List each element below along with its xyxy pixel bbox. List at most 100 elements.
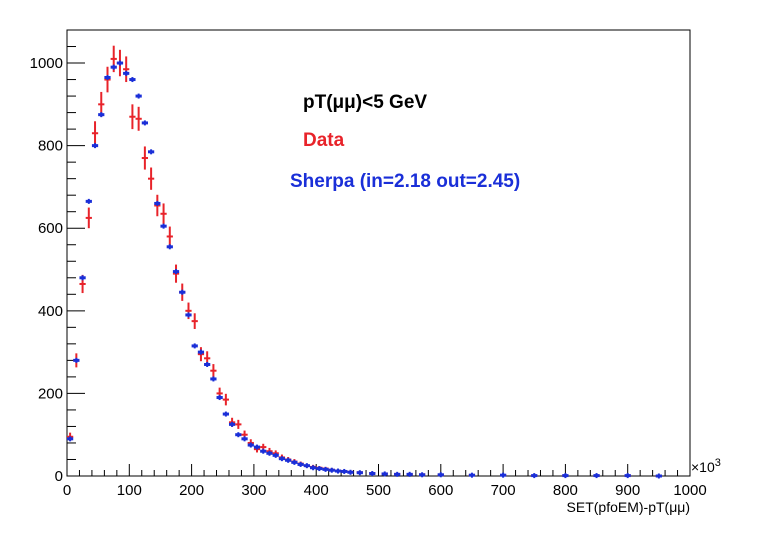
- data-point: [73, 357, 80, 363]
- y-tick-label: 600: [38, 220, 63, 237]
- x-tick-label: 100: [117, 482, 142, 499]
- data-point: [328, 467, 335, 473]
- data-point: [468, 472, 476, 478]
- data-point: [172, 269, 180, 275]
- data-point: [129, 77, 136, 83]
- data-point: [222, 411, 229, 417]
- data-point: [147, 149, 155, 155]
- data-point: [135, 93, 142, 99]
- data-point: [499, 472, 507, 478]
- data-point: [210, 376, 217, 382]
- data-point: [191, 313, 198, 329]
- data-point: [253, 444, 261, 450]
- data-point: [104, 74, 111, 80]
- data-point: [116, 60, 124, 66]
- data-point: [297, 461, 304, 467]
- data-point: [123, 70, 130, 76]
- data-point: [79, 275, 86, 281]
- data-point: [147, 167, 155, 190]
- data-point: [235, 419, 242, 429]
- data-point: [247, 442, 254, 448]
- data-point: [166, 226, 173, 247]
- data-point: [406, 471, 413, 477]
- data-point: [278, 456, 286, 462]
- data-point: [381, 471, 388, 477]
- x-tick-label: 900: [615, 482, 640, 499]
- data-point: [222, 393, 229, 406]
- data-point: [141, 146, 148, 170]
- data-point: [272, 452, 279, 458]
- data-point: [531, 473, 538, 479]
- data-point: [185, 312, 192, 318]
- data-point: [160, 223, 167, 229]
- data-point: [394, 471, 401, 477]
- data-point: [85, 207, 92, 229]
- x-axis-exponent: ×103: [691, 457, 721, 475]
- data-point: [210, 364, 217, 378]
- data-point: [369, 471, 376, 477]
- data-point: [341, 468, 348, 474]
- data-point: [241, 436, 248, 442]
- y-tick-label: 200: [38, 385, 63, 402]
- data-point: [91, 143, 99, 149]
- x-axis-ticks: 0 100 200 300 400 500 600 700 800 900 1000: [63, 464, 707, 499]
- y-tick-label: 1000: [30, 55, 63, 72]
- legend-entry-sherpa: Sherpa (in=2.18 out=2.45): [290, 171, 520, 192]
- data-point: [655, 473, 662, 479]
- data-point: [179, 289, 186, 295]
- data-point: [135, 106, 142, 131]
- data-point: [160, 203, 167, 225]
- x-tick-label: 500: [366, 482, 391, 499]
- data-point: [593, 473, 600, 479]
- data-point: [216, 395, 223, 401]
- y-axis-ticks: 0 200 400 600 800 1000: [30, 29, 85, 485]
- y-tick-label: 400: [38, 303, 63, 320]
- data-point: [91, 121, 99, 146]
- data-point: [334, 468, 342, 474]
- data-point: [418, 472, 426, 478]
- data-point: [191, 343, 198, 349]
- data-point: [624, 473, 631, 479]
- x-tick-label: 1000: [673, 482, 706, 499]
- data-point: [154, 200, 161, 206]
- x-tick-label: 700: [491, 482, 516, 499]
- data-point: [123, 56, 130, 83]
- x-axis-title: SET(pfoEM)-pT(μμ): [567, 499, 690, 515]
- data-point: [166, 244, 173, 250]
- data-point: [347, 469, 354, 475]
- data-point: [322, 466, 329, 472]
- y-tick-label: 800: [38, 138, 63, 155]
- data-point: [204, 362, 211, 367]
- data-point: [285, 457, 292, 463]
- x-tick-label: 400: [304, 482, 329, 499]
- data-point: [85, 198, 92, 204]
- data-point: [110, 64, 117, 70]
- data-point: [562, 473, 569, 479]
- data-point: [316, 466, 323, 472]
- x-tick-label: 0: [63, 482, 71, 499]
- data-point: [260, 448, 267, 454]
- data-point: [235, 432, 242, 438]
- data-point: [141, 120, 148, 126]
- x-tick-label: 200: [179, 482, 204, 499]
- series-layer: [67, 45, 662, 479]
- data-point: [356, 470, 363, 476]
- x-tick-label: 800: [553, 482, 578, 499]
- x-tick-label: 600: [428, 482, 453, 499]
- data-point: [98, 112, 105, 118]
- data-point: [129, 104, 136, 130]
- data-point: [309, 465, 317, 471]
- data-point: [228, 421, 236, 427]
- legend-entry-data: Data: [303, 130, 345, 151]
- data-point: [437, 472, 444, 478]
- data-point: [67, 436, 74, 442]
- x-tick-label: 300: [241, 482, 266, 499]
- data-point: [291, 459, 298, 465]
- series-sherpa: [67, 60, 662, 479]
- y-tick-label: 0: [55, 468, 63, 485]
- data-point: [303, 463, 310, 469]
- data-point: [197, 349, 205, 355]
- selection-annotation: pT(μμ)<5 GeV: [303, 92, 427, 113]
